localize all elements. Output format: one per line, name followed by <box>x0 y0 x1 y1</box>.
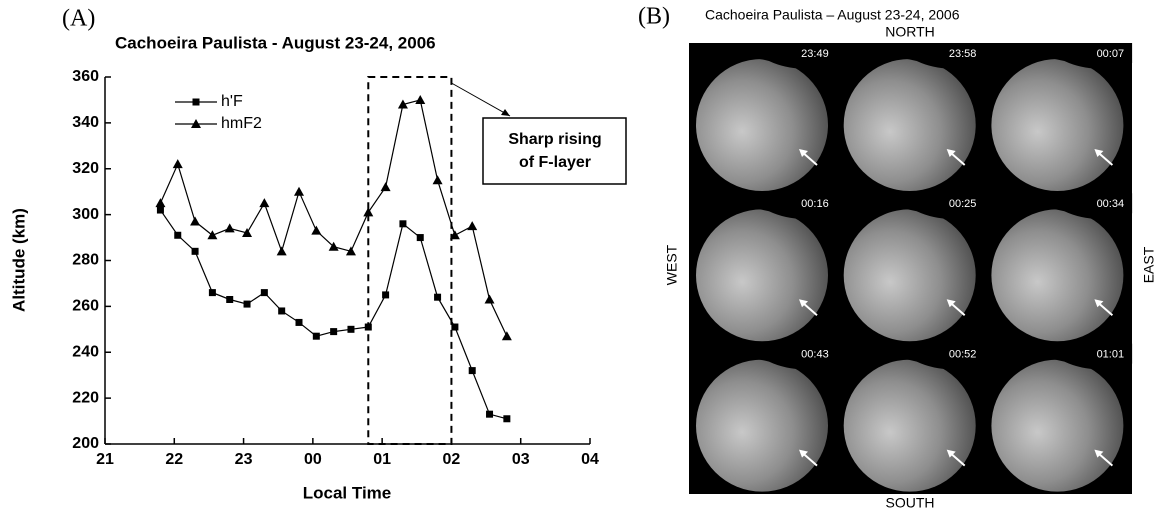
marker <box>417 234 424 241</box>
marker <box>485 294 495 303</box>
chart-title: Cachoeira Paulista - August 23-24, 2006 <box>115 33 436 52</box>
sky-image <box>991 59 1123 191</box>
annotation-text: Sharp rising <box>508 131 601 148</box>
marker <box>190 217 200 226</box>
sky-image <box>844 360 976 492</box>
marker <box>157 207 164 214</box>
x-tick-label: 02 <box>443 451 461 468</box>
annotation-arrow <box>451 83 510 116</box>
frame-time: 00:34 <box>1097 198 1125 210</box>
east-label: EAST <box>1141 246 1157 283</box>
marker <box>381 182 391 191</box>
frame-time: 00:43 <box>801 349 829 361</box>
plot-area: 200 220 240 260 280 300 320 340 360 21 22 23 00 01 02 0… <box>72 68 626 468</box>
marker <box>363 207 373 216</box>
page: {"chart_data": {"type": "line", "panel_l… <box>0 0 1167 516</box>
arrow-head <box>501 109 510 116</box>
marker <box>434 294 441 301</box>
marker <box>226 296 233 303</box>
marker <box>207 230 217 239</box>
marker <box>399 220 406 227</box>
marker <box>277 246 287 255</box>
sky-image <box>844 209 976 341</box>
marker <box>347 326 354 333</box>
y-tick-label: 220 <box>72 389 99 406</box>
y-tick-label: 340 <box>72 114 99 131</box>
north-label: NORTH <box>885 24 935 40</box>
image-grid: 23:49 23:58 00:07 00:16 00:25 00:34 00:43 00:52… <box>689 43 1132 492</box>
x-tick-label: 00 <box>304 451 322 468</box>
marker <box>330 328 337 335</box>
frame-time: 00:16 <box>801 198 829 210</box>
marker <box>244 301 251 308</box>
legend-marker <box>193 99 200 106</box>
panel-label: (A) <box>62 6 95 32</box>
marker <box>225 223 235 232</box>
panel-title: Cachoeira Paulista – August 23-24, 2006 <box>705 7 960 23</box>
marker <box>503 415 510 422</box>
marker <box>259 198 269 207</box>
y-tick-label: 260 <box>72 298 99 315</box>
y-tick-label: 320 <box>72 160 99 177</box>
x-tick-label: 21 <box>96 451 114 468</box>
frame-time: 01:01 <box>1097 349 1125 361</box>
frame-time: 23:49 <box>801 48 829 60</box>
marker <box>155 198 165 207</box>
marker <box>469 367 476 374</box>
frame-time: 00:25 <box>949 198 977 210</box>
sky-image <box>696 59 828 191</box>
annotation-text: of F-layer <box>519 154 591 171</box>
marker <box>451 324 458 331</box>
frame-time: 00:52 <box>949 349 977 361</box>
x-tick-label: 01 <box>373 451 391 468</box>
figure: (A) Cachoeira Paulista - August 23-24, 2… <box>0 0 1167 516</box>
x-tick-label: 03 <box>512 451 530 468</box>
marker <box>209 289 216 296</box>
legend-label: hmF2 <box>221 115 262 132</box>
marker <box>296 319 303 326</box>
sky-image <box>696 209 828 341</box>
marker <box>261 289 268 296</box>
y-axis-label: Altitude (km) <box>9 208 28 312</box>
y-tick-label: 240 <box>72 343 99 360</box>
marker <box>467 221 477 230</box>
west-label: WEST <box>664 244 680 285</box>
marker <box>192 248 199 255</box>
x-tick-label: 22 <box>165 451 183 468</box>
x-tick-label: 04 <box>581 451 599 468</box>
highlight-box <box>368 77 451 444</box>
marker <box>502 331 512 340</box>
sky-image <box>991 360 1123 492</box>
marker <box>365 324 372 331</box>
frame-time: 23:58 <box>949 48 977 60</box>
series-line <box>160 210 506 419</box>
legend-label: h'F <box>221 93 243 110</box>
x-axis-label: Local Time <box>303 483 392 502</box>
marker <box>174 232 181 239</box>
marker <box>433 175 443 184</box>
annotation-box <box>483 118 626 184</box>
y-tick-label: 200 <box>72 435 99 452</box>
marker <box>313 333 320 340</box>
marker <box>294 187 304 196</box>
y-tick-label: 280 <box>72 252 99 269</box>
y-tick-label: 360 <box>72 68 99 85</box>
x-tick-label: 23 <box>235 451 253 468</box>
y-tick-label: 300 <box>72 206 99 223</box>
sky-image <box>696 360 828 492</box>
sky-image <box>844 59 976 191</box>
marker <box>311 226 321 235</box>
series-line <box>160 100 506 336</box>
south-label: SOUTH <box>886 495 935 511</box>
marker <box>382 291 389 298</box>
panel-label: (B) <box>638 4 670 30</box>
marker <box>278 307 285 314</box>
marker <box>173 159 183 168</box>
marker <box>415 95 425 104</box>
frame-time: 00:07 <box>1097 48 1125 60</box>
marker <box>486 411 493 418</box>
sky-image <box>991 209 1123 341</box>
